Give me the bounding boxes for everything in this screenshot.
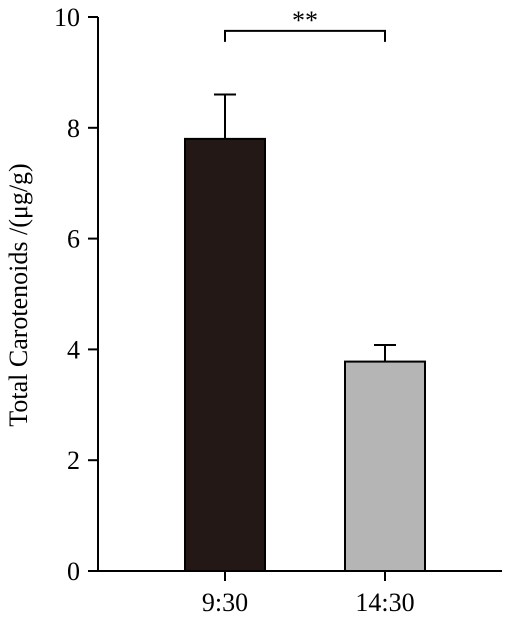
- x-tick-label: 9:30: [202, 588, 248, 617]
- y-axis-label: Total Carotenoids /(μg/g): [4, 163, 33, 426]
- bar-1430: [344, 360, 426, 573]
- y-tick-label: 0: [67, 557, 80, 586]
- significance-bracket: **: [224, 6, 386, 42]
- x-tick-label: 14:30: [355, 588, 414, 617]
- y-tick-label: 6: [67, 225, 80, 254]
- y-axis: 0 2 4 6 8 10: [54, 3, 99, 586]
- x-axis: 9:30 14:30: [98, 570, 502, 617]
- significance-label: **: [292, 6, 318, 35]
- bars: [184, 137, 426, 573]
- y-tick-label: 8: [67, 114, 80, 143]
- y-tick-label: 10: [54, 3, 80, 32]
- significance-line: [224, 29, 386, 42]
- error-bars: [214, 93, 396, 362]
- y-tick-label: 4: [67, 335, 80, 364]
- bar-930: [184, 137, 266, 572]
- y-tick-label: 2: [67, 446, 80, 475]
